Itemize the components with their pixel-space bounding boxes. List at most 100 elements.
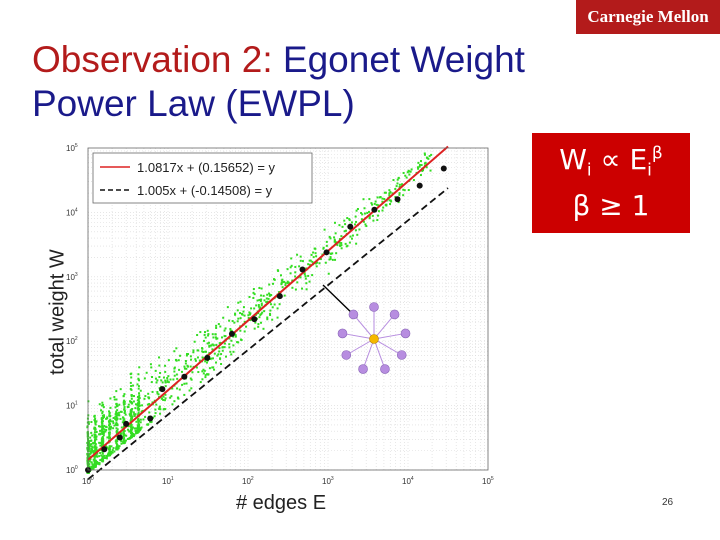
scatter-point (99, 429, 102, 432)
scatter-point (397, 176, 400, 179)
scatter-point (89, 450, 92, 453)
scatter-point (123, 434, 126, 437)
formula-box: Wi ∝ Eiβ β ≥ 1 (532, 133, 690, 233)
scatter-point (356, 208, 359, 211)
scatter-point (95, 446, 98, 449)
scatter-point (259, 300, 262, 303)
scatter-point (334, 241, 337, 244)
scatter-point (136, 431, 139, 434)
scatter-point (286, 282, 289, 285)
scatter-point (233, 321, 236, 324)
scatter-point (167, 359, 170, 362)
scatter-point (192, 351, 195, 354)
scatter-point (173, 350, 176, 353)
scatter-point (94, 455, 97, 458)
scatter-point (173, 366, 176, 369)
scatter-point (253, 307, 256, 310)
scatter-point (323, 228, 326, 231)
scatter-point (260, 312, 263, 315)
scatter-point (110, 450, 113, 453)
scatter-point (257, 305, 260, 308)
scatter-point (299, 259, 302, 262)
scatter-point (126, 437, 129, 440)
scatter-point (260, 304, 263, 307)
scatter-point (123, 429, 126, 432)
scatter-point (116, 428, 119, 431)
carnegie-mellon-logo: Carnegie Mellon (576, 0, 720, 34)
scatter-point (373, 202, 376, 205)
scatter-point (130, 385, 133, 388)
scatter-point (207, 334, 210, 337)
scatter-point (132, 432, 135, 435)
scatter-point (188, 389, 191, 392)
median-point (204, 354, 211, 361)
scatter-point (122, 438, 125, 441)
scatter-point (179, 354, 182, 357)
scatter-point (389, 203, 392, 206)
scatter-point (344, 242, 347, 245)
scatter-point (100, 418, 103, 421)
scatter-point (223, 329, 226, 332)
scatter-point (116, 430, 119, 433)
scatter-point (103, 415, 106, 418)
median-point (251, 316, 258, 323)
scatter-point (129, 409, 132, 412)
inset-edge (373, 314, 395, 340)
scatter-point (101, 443, 104, 446)
scatter-point (260, 294, 263, 297)
scatter-point (383, 191, 386, 194)
scatter-point (108, 436, 111, 439)
scatter-point (333, 240, 336, 243)
scatter-point (266, 318, 269, 321)
median-point (299, 266, 306, 273)
scatter-point (303, 273, 306, 276)
scatter-point (215, 327, 218, 330)
scatter-point (176, 377, 179, 380)
y-tick-label: 102 (66, 336, 78, 346)
scatter-point (185, 382, 188, 385)
scatter-point (100, 459, 103, 462)
scatter-point (93, 435, 96, 438)
scatter-point (129, 436, 132, 439)
scatter-point (95, 462, 98, 465)
scatter-point (385, 203, 388, 206)
scatter-point (368, 216, 371, 219)
scatter-point (229, 329, 232, 332)
scatter-point (135, 431, 138, 434)
scatter-point (381, 197, 384, 200)
scatter-point (318, 262, 321, 265)
scatter-point (276, 316, 279, 319)
scatter-point (134, 413, 137, 416)
scatter-point (350, 221, 353, 224)
scatter-point (91, 448, 94, 451)
scatter-point (265, 297, 268, 300)
scatter-point (208, 341, 211, 344)
scatter-point (340, 247, 343, 250)
scatter-point (424, 161, 427, 164)
inset-edge (346, 338, 375, 356)
scatter-point (98, 441, 101, 444)
scatter-point (143, 377, 146, 380)
scatter-point (87, 463, 90, 466)
scatter-point (217, 353, 220, 356)
scatter-point (267, 297, 270, 300)
scatter-point (116, 404, 119, 407)
scatter-point (99, 442, 102, 445)
scatter-point (371, 214, 374, 217)
scatter-point (248, 313, 251, 316)
scatter-point (90, 431, 93, 434)
scatter-point (90, 443, 93, 446)
scatter-point (109, 418, 112, 421)
scatter-point (410, 168, 413, 171)
scatter-point (171, 403, 174, 406)
scatter-point (375, 203, 378, 206)
scatter-point (130, 376, 133, 379)
scatter-point (89, 468, 92, 471)
scatter-point (91, 450, 94, 453)
scatter-point (425, 156, 428, 159)
scatter-point (131, 435, 134, 438)
scatter-point (158, 405, 161, 408)
scatter-point (159, 412, 162, 415)
median-point (323, 249, 330, 256)
scatter-point (137, 420, 140, 423)
